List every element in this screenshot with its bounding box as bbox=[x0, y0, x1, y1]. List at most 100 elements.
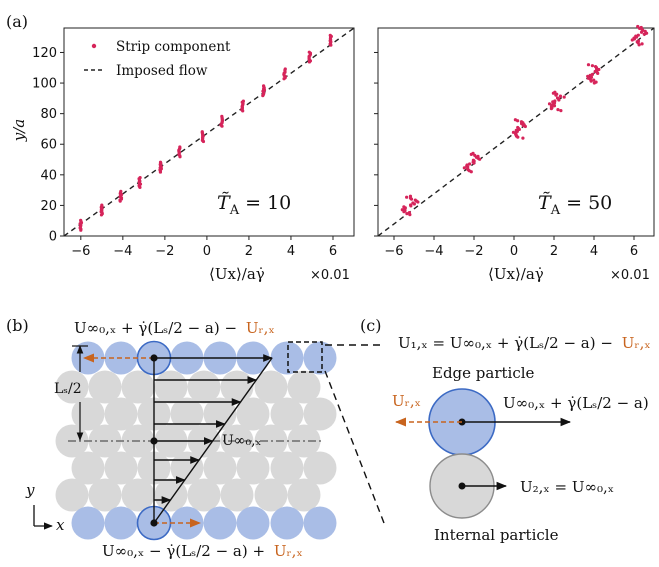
strip-point bbox=[407, 211, 411, 215]
strip-point bbox=[555, 96, 560, 100]
strip-point bbox=[643, 29, 647, 33]
strip-point bbox=[553, 90, 557, 94]
internal-particle bbox=[254, 478, 288, 512]
edge-particle bbox=[303, 506, 337, 540]
bottom-velocity-formula: U∞₀,ₓ − γ̇(Lₛ/2 − a) + Uᵣ,ₓ bbox=[102, 542, 303, 560]
y-tick-label: 40 bbox=[40, 168, 57, 183]
strip-point bbox=[178, 145, 182, 149]
imposed-flow-line bbox=[63, 27, 355, 237]
x-multiplier: ×0.01 bbox=[310, 268, 350, 283]
u1-formula: U₁,ₓ = U∞₀,ₓ + γ̇(Lₛ/2 − a) − Uᵣ,ₓ bbox=[398, 334, 651, 352]
strip-point bbox=[634, 34, 638, 38]
strip-point bbox=[405, 212, 409, 216]
edge-particle bbox=[203, 506, 237, 540]
legend-strip: Strip component bbox=[116, 39, 231, 55]
plot-frame bbox=[63, 27, 355, 237]
strip-point bbox=[307, 50, 311, 54]
internal-particle bbox=[270, 397, 304, 431]
strip-point bbox=[519, 120, 524, 124]
y-tick-label: 120 bbox=[32, 46, 57, 61]
strip-point bbox=[138, 175, 142, 180]
axis-y-label: y bbox=[25, 481, 35, 499]
legend-imposed: Imposed flow bbox=[116, 63, 208, 79]
particle-center-dot bbox=[150, 354, 158, 362]
strip-point bbox=[586, 74, 590, 78]
panel-a-label: (a) bbox=[6, 12, 28, 31]
strip-point bbox=[283, 67, 287, 71]
internal-particle bbox=[71, 451, 105, 485]
internal-particle bbox=[287, 370, 321, 404]
internal-particle bbox=[55, 478, 89, 512]
internal-particle bbox=[220, 478, 254, 512]
center-velocity-label: U∞₀,ₓ bbox=[222, 433, 262, 449]
internal-particle bbox=[88, 478, 122, 512]
particle-center-dot bbox=[150, 437, 158, 445]
x-axis-label: ⟨Ux⟩/aγ̇ bbox=[488, 265, 544, 283]
edge-particle bbox=[236, 506, 270, 540]
strip-point bbox=[462, 166, 466, 170]
strip-point bbox=[119, 189, 123, 193]
internal-particle bbox=[187, 478, 221, 512]
y-tick-label: 0 bbox=[49, 230, 57, 245]
x-tick-label: −6 bbox=[384, 244, 403, 259]
x-multiplier: ×0.01 bbox=[610, 268, 650, 283]
x-tick-label: 4 bbox=[287, 244, 295, 259]
internal-particle bbox=[270, 451, 304, 485]
strip-point bbox=[590, 72, 595, 76]
strip-point bbox=[408, 194, 413, 198]
strip-point bbox=[467, 162, 472, 166]
internal-particle bbox=[303, 397, 337, 431]
u2-formula: U₂,ₓ = U∞₀,ₓ bbox=[520, 478, 614, 496]
x-tick-label: 0 bbox=[510, 244, 518, 259]
u1-formula-main: U₁,ₓ = U∞₀,ₓ + γ̇(Lₛ/2 − a) − bbox=[398, 334, 613, 352]
panel-c-label: (c) bbox=[360, 316, 381, 335]
internal-particle bbox=[187, 370, 221, 404]
y-tick-label: 80 bbox=[40, 107, 57, 122]
x-tick-label: 0 bbox=[203, 244, 211, 259]
y-tick-label: 100 bbox=[32, 77, 57, 92]
edge-particle bbox=[104, 506, 138, 540]
internal-particle bbox=[55, 370, 89, 404]
strip-point bbox=[559, 108, 563, 113]
strip-point bbox=[562, 95, 566, 99]
axis-x-label: x bbox=[56, 516, 65, 534]
strip-point bbox=[241, 99, 245, 103]
strip-point bbox=[594, 80, 598, 84]
plot-frame bbox=[377, 27, 655, 237]
internal-particle bbox=[254, 370, 288, 404]
internal-particle bbox=[303, 451, 337, 485]
x-tick-label: 2 bbox=[550, 244, 558, 259]
strip-point bbox=[476, 154, 480, 158]
strip-point bbox=[636, 39, 641, 43]
strip-point bbox=[79, 218, 83, 222]
strip-point bbox=[636, 24, 640, 29]
strip-point bbox=[100, 203, 104, 207]
edge-particle-label: Edge particle bbox=[432, 364, 535, 382]
strip-point bbox=[220, 114, 224, 118]
temperature-annotation: T̃A = 10 bbox=[217, 192, 291, 218]
strip-point bbox=[639, 25, 643, 30]
edge-velocity-label: U∞₀,ₓ + γ̇(Lₛ/2 − a) bbox=[503, 394, 649, 412]
strip-point bbox=[471, 151, 475, 156]
x-tick-label: 6 bbox=[329, 244, 337, 259]
strip-point bbox=[328, 33, 332, 37]
strip-point bbox=[405, 195, 409, 199]
top-formula-main: U∞₀,ₓ + γ̇(Lₛ/2 − a) − bbox=[74, 319, 237, 337]
top-velocity-formula: U∞₀,ₓ + γ̇(Lₛ/2 − a) − Uᵣ,ₓ bbox=[74, 319, 275, 337]
strip-point bbox=[590, 64, 595, 68]
strip-point bbox=[593, 65, 598, 69]
zoom-line-bottom bbox=[324, 370, 385, 524]
x-axis-label: ⟨Ux⟩/aγ̇ bbox=[209, 265, 265, 283]
strip-point bbox=[514, 128, 518, 132]
strip-point bbox=[465, 163, 469, 167]
particle-grid bbox=[55, 340, 337, 541]
strip-point bbox=[261, 84, 266, 88]
strip-point bbox=[521, 136, 525, 140]
legend-marker-strip bbox=[91, 43, 97, 49]
internal-particle bbox=[236, 397, 270, 431]
x-tick-label: −4 bbox=[113, 244, 132, 259]
strip-point bbox=[471, 158, 476, 162]
strip-point bbox=[547, 102, 552, 106]
